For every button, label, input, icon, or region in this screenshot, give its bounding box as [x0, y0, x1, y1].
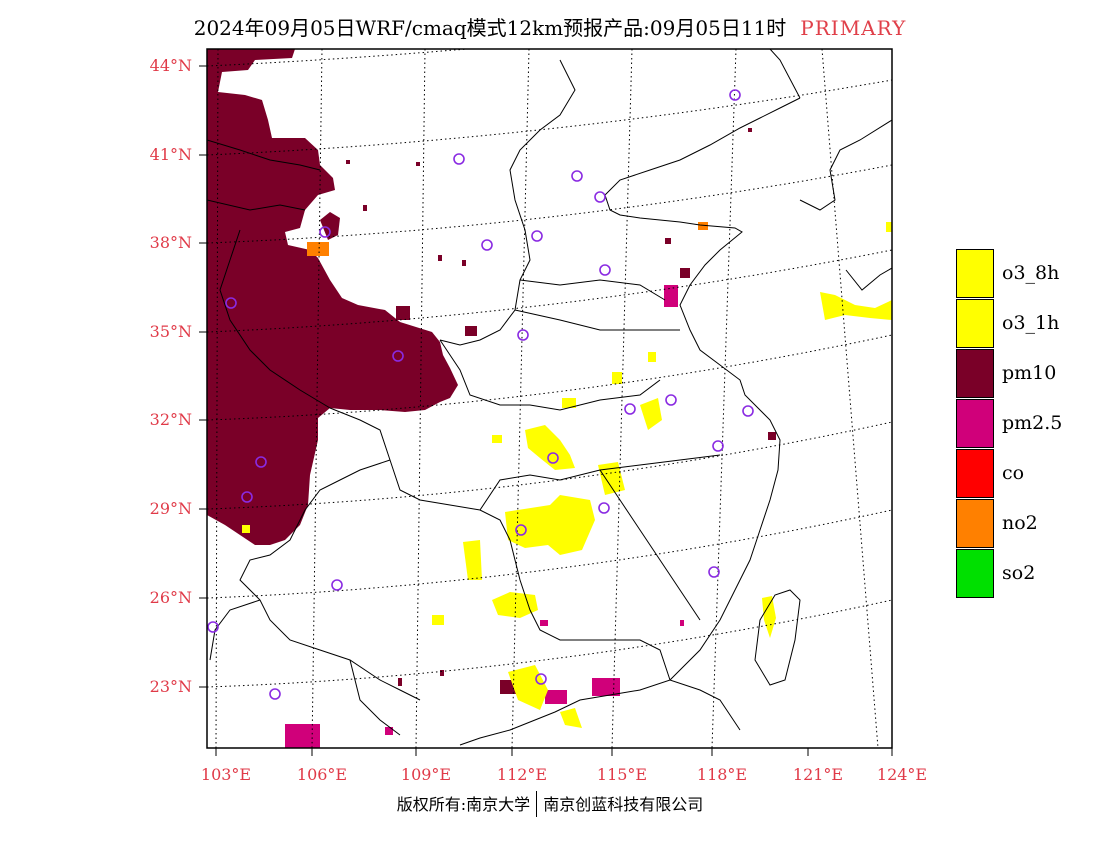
lon-label: 124°E — [876, 765, 928, 784]
legend-label: pm2.5 — [1002, 412, 1063, 434]
pm10-speck — [438, 255, 442, 261]
o3-patch — [886, 222, 892, 232]
o3-patch — [505, 495, 595, 555]
pm10-speck — [462, 260, 466, 266]
pm10-speck — [665, 238, 671, 244]
o3-patch — [648, 352, 656, 362]
legend-label: o3_8h — [1002, 262, 1060, 284]
pm25-patch — [545, 690, 567, 704]
pm10-speck — [346, 160, 350, 164]
lat-label: 32°N — [149, 410, 192, 429]
o3-patch — [560, 708, 582, 728]
o3-patch — [432, 615, 444, 625]
legend-label: pm10 — [1002, 362, 1057, 384]
pm25-patch — [664, 285, 678, 307]
o3-patch — [562, 398, 576, 408]
legend-label: co — [1002, 462, 1025, 484]
pm10-patch — [465, 326, 477, 336]
pm25-patch — [592, 678, 620, 696]
pm10-speck — [768, 432, 776, 440]
legend-label: so2 — [1002, 562, 1036, 584]
lat-label: 41°N — [149, 145, 192, 164]
pm10-speck — [363, 205, 367, 211]
legend-swatch — [956, 549, 994, 598]
lon-label: 118°E — [696, 765, 748, 784]
lat-label: 35°N — [149, 322, 192, 341]
pm10-patch — [396, 306, 410, 320]
pm10-speck — [748, 128, 752, 132]
pm10-speck — [398, 678, 402, 686]
map-frame — [206, 48, 893, 749]
legend-swatch — [956, 299, 994, 348]
title-main: 2024年09月05日WRF/cmaq模式12km预报产品:09月05日11时 — [193, 16, 787, 40]
pm25-speck — [680, 620, 684, 626]
lon-label: 121°E — [792, 765, 844, 784]
map-title: 2024年09月05日WRF/cmaq模式12km预报产品:09月05日11时 P… — [0, 12, 1100, 41]
no2-patch — [307, 242, 329, 256]
lat-label: 44°N — [149, 56, 192, 75]
o3-patch — [492, 435, 502, 443]
o3-patch — [492, 592, 538, 618]
legend-swatch — [956, 399, 994, 448]
o3-patch — [820, 292, 892, 320]
pm10-speck — [416, 162, 420, 166]
o3-patch — [525, 425, 575, 470]
lon-label: 112°E — [496, 765, 548, 784]
credit-right: 南京创蓝科技有限公司 — [543, 795, 704, 814]
pm10-speck — [440, 670, 444, 676]
lat-label: 29°N — [149, 499, 192, 518]
legend-swatch — [956, 349, 994, 398]
pm25-patch — [285, 724, 320, 748]
lon-label: 103°E — [200, 765, 252, 784]
title-tag: PRIMARY — [800, 16, 907, 40]
lat-label: 26°N — [149, 588, 192, 607]
o3-patch — [612, 372, 622, 384]
pm10-region-north — [320, 212, 340, 240]
o3-patch — [508, 665, 548, 710]
boundaries — [207, 49, 892, 746]
o3-patch — [242, 525, 250, 533]
no2-patch — [698, 222, 708, 230]
pm10-region-west — [207, 49, 458, 545]
o3-patch — [463, 540, 482, 580]
lon-label: 115°E — [596, 765, 648, 784]
legend-label: no2 — [1002, 512, 1038, 534]
legend-swatch — [956, 449, 994, 498]
legend-label: o3_1h — [1002, 312, 1060, 334]
legend-swatch — [956, 499, 994, 548]
lon-label: 109°E — [400, 765, 452, 784]
axis-ticks — [199, 65, 893, 756]
o3-patch — [762, 596, 776, 638]
station-markers — [207, 89, 754, 700]
credit-left: 版权所有:南京大学 — [396, 795, 531, 814]
o3-patch — [640, 398, 662, 430]
lon-label: 106°E — [296, 765, 348, 784]
o3-patch — [598, 462, 625, 495]
lat-label: 23°N — [149, 677, 192, 696]
lat-label: 38°N — [149, 233, 192, 252]
pm25-speck — [540, 620, 548, 626]
pm10-speck — [680, 268, 690, 278]
legend-swatch — [956, 249, 994, 298]
credit-separator — [536, 790, 538, 817]
pm25-speck — [385, 727, 393, 735]
copyright-credit: 版权所有:南京大学 南京创蓝科技有限公司 — [0, 790, 1100, 819]
